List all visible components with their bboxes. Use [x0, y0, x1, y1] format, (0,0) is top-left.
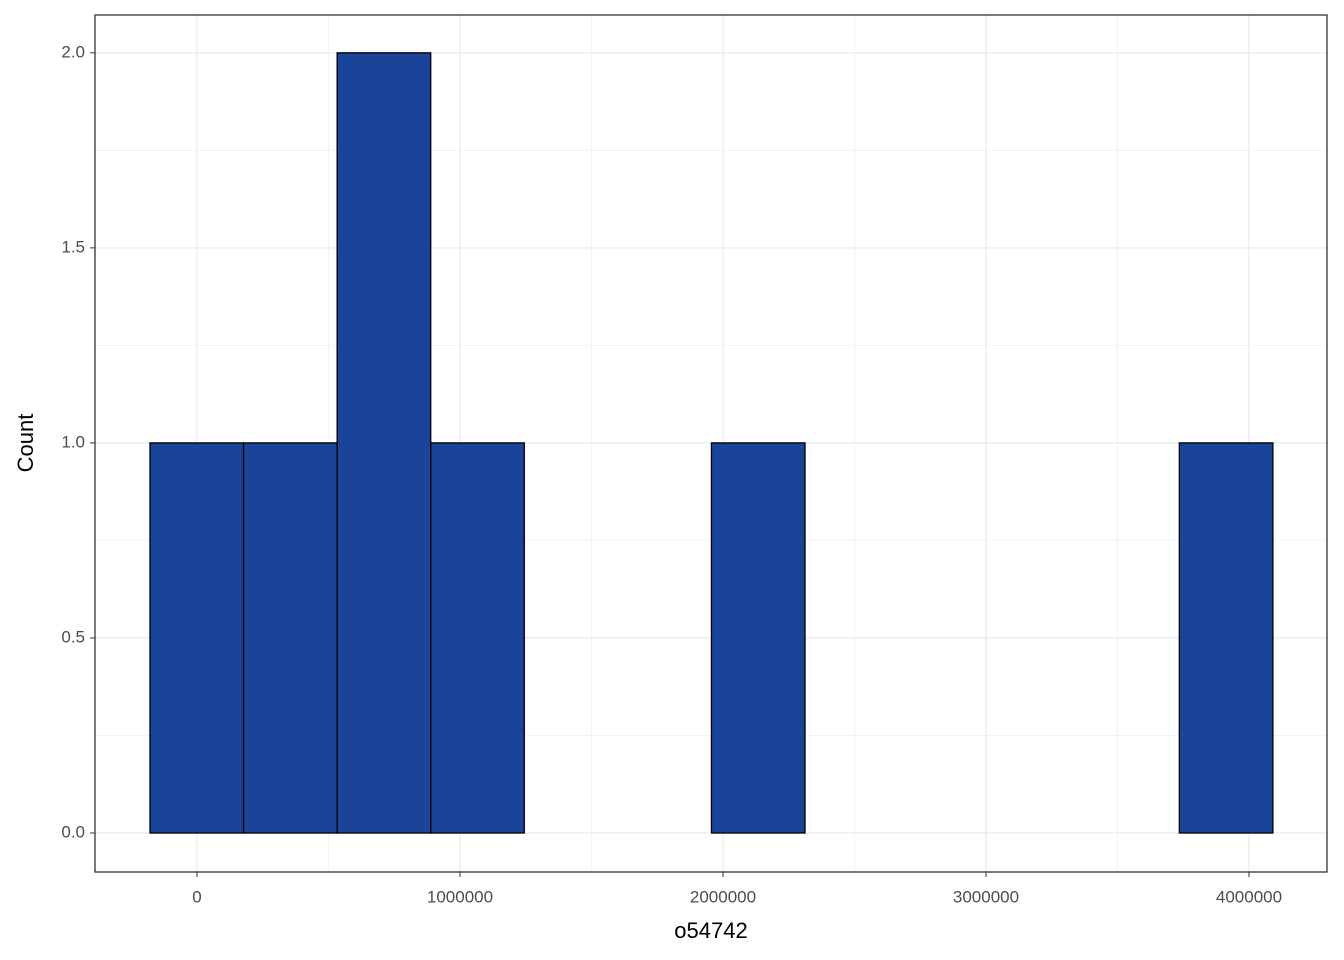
bar	[430, 442, 525, 834]
x-tick-label: 4000000	[1216, 887, 1282, 906]
bar	[336, 52, 432, 834]
y-tick-label: 1.0	[61, 432, 85, 451]
y-tick-label: 1.5	[61, 237, 85, 256]
x-tick-label: 1000000	[427, 887, 493, 906]
bar	[1178, 442, 1274, 834]
y-tick-label: 0.0	[61, 822, 85, 841]
y-tick-label: 2.0	[61, 42, 85, 61]
x-axis-title: o54742	[674, 918, 747, 943]
bar	[242, 442, 338, 834]
x-tick-label: 0	[192, 887, 201, 906]
panel-border	[94, 14, 1328, 873]
bar	[149, 442, 245, 834]
x-tick-label: 2000000	[690, 887, 756, 906]
x-tick-label: 3000000	[953, 887, 1019, 906]
y-axis-title: Count	[13, 414, 38, 473]
bar	[710, 442, 806, 834]
y-tick-label: 0.5	[61, 627, 85, 646]
